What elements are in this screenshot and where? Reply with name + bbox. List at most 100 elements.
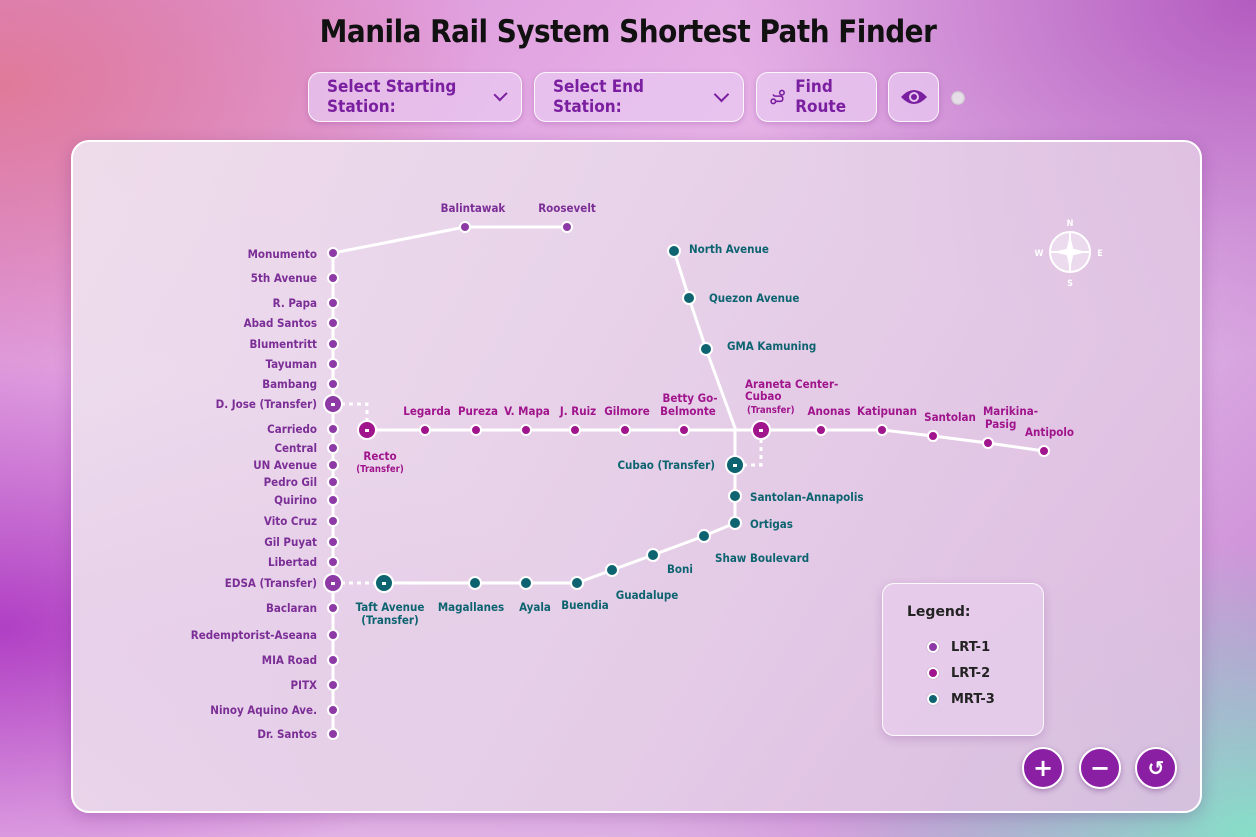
- station-balintawak[interactable]: [459, 221, 471, 233]
- reset-view-button[interactable]: ↺: [1135, 747, 1177, 789]
- find-route-label: Find Route: [795, 77, 847, 117]
- station-central[interactable]: [327, 442, 339, 454]
- station-pureza[interactable]: [470, 424, 482, 436]
- start-station-select[interactable]: Select Starting Station:: [308, 72, 522, 122]
- label-tayuman: Tayuman: [266, 357, 317, 371]
- mrt3-stations: [374, 244, 745, 593]
- label-boni: Boni: [667, 562, 693, 576]
- station-ayala[interactable]: [519, 576, 533, 590]
- station-ortigas[interactable]: [728, 516, 742, 530]
- station-roosevelt[interactable]: [561, 221, 573, 233]
- label-d-jose: D. Jose (Transfer): [216, 397, 317, 411]
- station-carriedo[interactable]: [327, 423, 339, 435]
- station-pitx[interactable]: [327, 679, 339, 691]
- station-un-avenue[interactable]: [327, 459, 339, 471]
- station-pedro-gil[interactable]: [327, 476, 339, 488]
- label-taft-1: Taft Avenue: [356, 600, 425, 614]
- station-gma-kamuning[interactable]: [699, 342, 713, 356]
- legend-swatch: [927, 667, 939, 679]
- toggle-view-button[interactable]: [888, 72, 939, 122]
- station-betty-go-belmonte[interactable]: [678, 424, 690, 436]
- station-katipunan[interactable]: [876, 424, 888, 436]
- label-edsa: EDSA (Transfer): [225, 576, 317, 590]
- station-santolan[interactable]: [927, 430, 939, 442]
- zoom-in-button[interactable]: +: [1022, 747, 1064, 789]
- station-libertad[interactable]: [327, 556, 339, 568]
- label-gil-puyat: Gil Puyat: [264, 535, 317, 549]
- station-baclaran[interactable]: [327, 602, 339, 614]
- legend: Legend: LRT-1 LRT-2 MRT-3: [882, 583, 1044, 736]
- station-gil-puyat[interactable]: [327, 536, 339, 548]
- station-vito-cruz[interactable]: [327, 515, 339, 527]
- station-bambang[interactable]: [327, 378, 339, 390]
- station-buendia[interactable]: [570, 576, 584, 590]
- label-central: Central: [274, 441, 317, 455]
- label-magallanes: Magallanes: [438, 600, 504, 614]
- legend-label: MRT-3: [951, 691, 995, 707]
- end-station-select[interactable]: Select End Station:: [534, 72, 744, 122]
- station-gilmore[interactable]: [619, 424, 631, 436]
- station-north-avenue[interactable]: [667, 244, 681, 258]
- station-v-mapa[interactable]: [520, 424, 532, 436]
- chevron-down-icon: [713, 86, 730, 103]
- legend-label: LRT-1: [951, 639, 991, 655]
- label-marikina-1: Marikina-: [983, 404, 1038, 418]
- station-5th-avenue[interactable]: [327, 272, 339, 284]
- station-abad-santos[interactable]: [327, 317, 339, 329]
- label-taft-2: (Transfer): [361, 613, 418, 627]
- station-antipolo[interactable]: [1038, 445, 1050, 457]
- label-araneta-3: (Transfer): [747, 405, 795, 416]
- station-anonas[interactable]: [815, 424, 827, 436]
- label-blumentritt: Blumentritt: [250, 337, 318, 351]
- mrt3-track: [384, 250, 737, 585]
- rail-map[interactable]: Roosevelt Balintawak Monumento 5th Avenu…: [73, 142, 1200, 811]
- label-libertad: Libertad: [268, 555, 317, 569]
- label-araneta-1: Araneta Center-: [745, 377, 838, 391]
- label-gilmore: Gilmore: [604, 404, 650, 418]
- plus-icon: +: [1032, 754, 1054, 782]
- station-blumentritt[interactable]: [327, 338, 339, 350]
- station-legarda[interactable]: [419, 424, 431, 436]
- lrt1-track: [331, 225, 567, 734]
- transfer-marks-mrt3: [382, 464, 737, 585]
- station-j-ruiz[interactable]: [569, 424, 581, 436]
- station-marikina-pasig[interactable]: [982, 437, 994, 449]
- label-ayala: Ayala: [519, 600, 551, 614]
- label-araneta-2: Cubao: [745, 389, 781, 403]
- station-magallanes[interactable]: [468, 576, 482, 590]
- station-r-papa[interactable]: [327, 297, 339, 309]
- label-baclaran: Baclaran: [266, 601, 317, 615]
- label-gma-kamuning: GMA Kamuning: [727, 339, 816, 353]
- station-redemptorist-aseana[interactable]: [327, 629, 339, 641]
- station-quirino[interactable]: [327, 494, 339, 506]
- label-pedro-gil: Pedro Gil: [264, 475, 317, 489]
- label-mia-road: MIA Road: [262, 653, 317, 667]
- transfer-marks-lrt1: [331, 403, 335, 585]
- station-quezon-avenue[interactable]: [682, 291, 696, 305]
- find-route-button[interactable]: Find Route: [756, 72, 877, 122]
- label-carriedo: Carriedo: [267, 422, 317, 436]
- station-mia-road[interactable]: [327, 654, 339, 666]
- label-quirino: Quirino: [274, 493, 317, 507]
- label-ortigas: Ortigas: [750, 517, 793, 531]
- station-tayuman[interactable]: [327, 358, 339, 370]
- station-monumento[interactable]: [327, 247, 339, 259]
- compass-icon: N E S W: [1035, 219, 1103, 289]
- reset-icon: ↺: [1147, 756, 1165, 780]
- station-dr-santos[interactable]: [327, 728, 339, 740]
- legend-swatch: [927, 641, 939, 653]
- lrt1-labels: Roosevelt Balintawak Monumento 5th Avenu…: [191, 201, 596, 741]
- zoom-out-button[interactable]: −: [1079, 747, 1121, 789]
- station-shaw-boulevard[interactable]: [697, 529, 711, 543]
- station-boni[interactable]: [646, 548, 660, 562]
- label-v-mapa: V. Mapa: [504, 404, 550, 418]
- station-santolan-annapolis[interactable]: [728, 489, 742, 503]
- station-ninoy-aquino-ave[interactable]: [327, 704, 339, 716]
- transfer-marks-lrt2: [365, 429, 763, 432]
- label-north-avenue: North Avenue: [689, 242, 769, 256]
- label-pitx: PITX: [291, 678, 317, 692]
- rail-map-panel[interactable]: Roosevelt Balintawak Monumento 5th Avenu…: [71, 140, 1202, 813]
- station-guadalupe[interactable]: [605, 563, 619, 577]
- label-pureza: Pureza: [458, 404, 498, 418]
- compass-n: N: [1067, 219, 1074, 229]
